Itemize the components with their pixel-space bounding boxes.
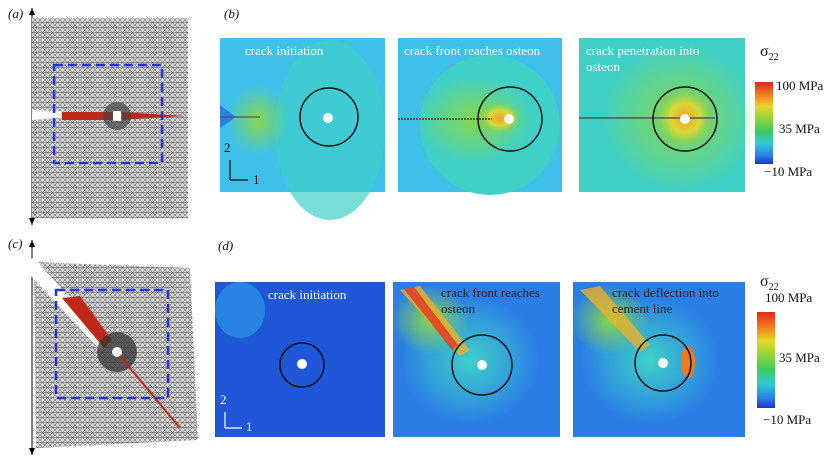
- contour-plot: crack penetration into osteon: [579, 38, 760, 193]
- mesh-c: [18, 240, 198, 455]
- contour-plot: crack deflection into cement line: [570, 282, 745, 437]
- caption: crack front reaches: [441, 285, 540, 300]
- colorbar-label: 35 MPa: [779, 350, 820, 365]
- contour-plot: crack initiation 2 1: [215, 282, 385, 437]
- colorbar-label: −10 MPa: [763, 412, 811, 427]
- caption: osteon: [441, 301, 475, 316]
- axis-label: 2: [224, 140, 231, 155]
- colorbar-label: 100 MPa: [776, 78, 824, 93]
- panel-label: (c): [8, 236, 22, 251]
- panel-label: (a): [8, 6, 23, 21]
- caption: crack deflection into: [612, 285, 719, 300]
- colorbar: σ22 100 MPa 35 MPa −10 MPa: [757, 273, 820, 427]
- caption: crack initiation: [268, 287, 347, 302]
- panel-label: (b): [224, 6, 239, 21]
- colorbar-label: 100 MPa: [765, 290, 813, 305]
- caption: crack initiation: [245, 43, 324, 58]
- axis-label: 1: [246, 419, 253, 434]
- colorbar-label: −10 MPa: [764, 164, 812, 179]
- colorbar-label: 35 MPa: [779, 121, 820, 136]
- mesh-a: [29, 8, 188, 225]
- axis-label: 2: [220, 392, 227, 407]
- contour-plot: crack front reaches osteon: [398, 38, 562, 195]
- caption: cement line: [612, 301, 673, 316]
- contour-plot: crack front reaches osteon: [390, 282, 560, 437]
- colorbar: σ22 100 MPa 35 MPa −10 MPa: [755, 43, 824, 179]
- caption: crack front reaches osteon: [404, 43, 541, 58]
- colorbar-title: σ22: [760, 43, 779, 63]
- caption: crack penetration into: [586, 43, 699, 58]
- figure: (a) (b) crack initiation 2 1 crack front…: [0, 0, 828, 460]
- page: {"top": {"mesh_label": "(a)", "plots_lab…: [0, 0, 828, 460]
- caption: osteon: [586, 59, 620, 74]
- axis-label: 1: [253, 172, 260, 187]
- contour-plot: crack initiation 2 1: [220, 38, 385, 220]
- panel-label: (d): [218, 238, 233, 253]
